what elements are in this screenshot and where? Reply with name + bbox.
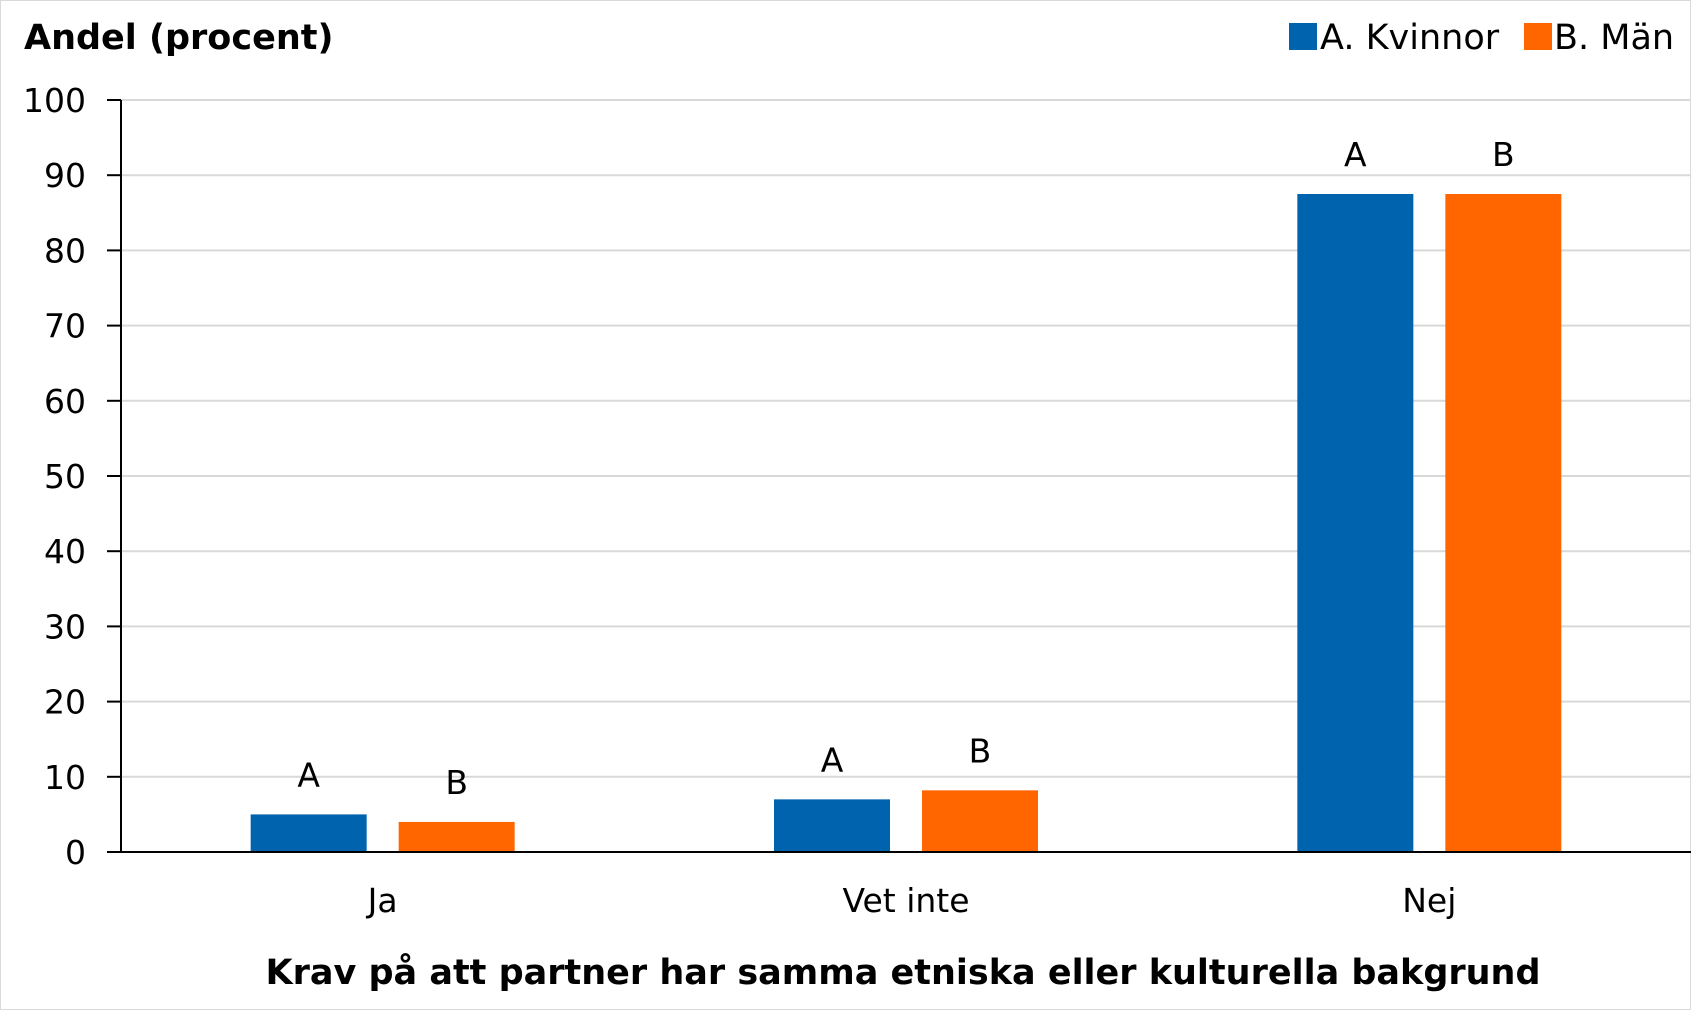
data-label-nej-a: A bbox=[1344, 135, 1367, 174]
bar-vet-inte-b bbox=[922, 790, 1038, 852]
data-label-vet-inte-a: A bbox=[821, 740, 844, 779]
bar-nej-a bbox=[1297, 194, 1414, 852]
y-tick-label-40: 40 bbox=[44, 532, 86, 571]
y-tick-label-0: 0 bbox=[65, 833, 86, 872]
bars bbox=[250, 194, 1562, 852]
y-tick-label-100: 100 bbox=[23, 81, 86, 120]
data-label-ja-b: B bbox=[445, 763, 468, 802]
y-tick-label-80: 80 bbox=[44, 231, 86, 270]
legend-label-man: B. Män bbox=[1554, 18, 1674, 58]
y-tick-label-20: 20 bbox=[44, 683, 86, 722]
data-label-vet-inte-b: B bbox=[969, 731, 992, 770]
y-tick-label-60: 60 bbox=[44, 382, 86, 421]
legend-label-kvinnor: A. Kvinnor bbox=[1320, 18, 1500, 58]
y-tick-label-70: 70 bbox=[44, 307, 86, 346]
axes bbox=[107, 99, 1691, 853]
bar-vet-inte-a bbox=[774, 799, 890, 852]
gridlines bbox=[121, 99, 1691, 778]
tick-labels: 0 10 20 30 40 50 60 70 80 90 100 A B Ja A B Vet inte A B Ne… bbox=[23, 81, 1515, 920]
y-tick-label-50: 50 bbox=[44, 457, 86, 496]
data-label-nej-b: B bbox=[1492, 135, 1515, 174]
y-tick-label-90: 90 bbox=[44, 156, 86, 195]
legend: A. Kvinnor B. Män bbox=[1289, 18, 1674, 58]
bar-ja-b bbox=[398, 821, 515, 852]
x-tick-label-ja: Ja bbox=[366, 881, 398, 920]
bar-nej-b bbox=[1445, 194, 1562, 852]
x-tick-label-vet-inte: Vet inte bbox=[842, 881, 969, 920]
legend-swatch-kvinnor bbox=[1289, 23, 1317, 50]
x-tick-label-nej: Nej bbox=[1402, 881, 1456, 920]
data-label-ja-a: A bbox=[297, 755, 320, 794]
legend-swatch-man bbox=[1524, 23, 1552, 50]
bar-ja-a bbox=[250, 814, 367, 852]
x-axis-title: Krav på att partner har samma etniska el… bbox=[265, 952, 1540, 993]
y-tick-label-10: 10 bbox=[44, 758, 86, 797]
y-tick-label-30: 30 bbox=[44, 607, 86, 646]
y-axis-title: Andel (procent) bbox=[24, 18, 333, 58]
